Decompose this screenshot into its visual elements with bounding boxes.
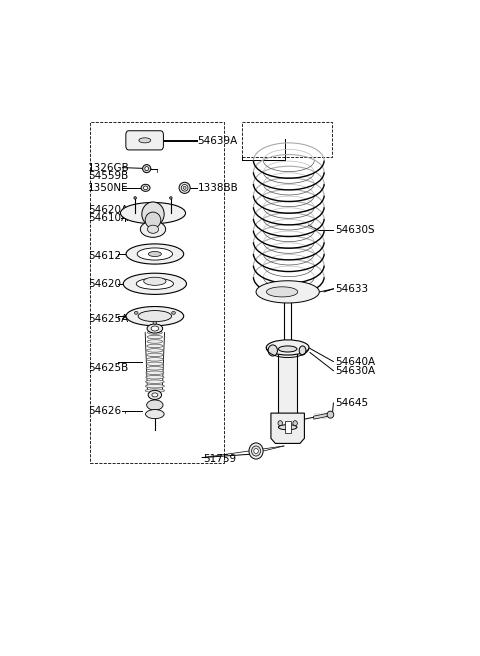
Ellipse shape <box>126 244 184 264</box>
Text: 54559B: 54559B <box>88 171 128 180</box>
Ellipse shape <box>126 306 184 326</box>
Ellipse shape <box>137 248 172 260</box>
Ellipse shape <box>145 167 148 171</box>
Ellipse shape <box>145 409 164 419</box>
Ellipse shape <box>278 420 282 426</box>
Text: 1338BB: 1338BB <box>198 183 239 193</box>
Bar <box>285 420 290 434</box>
Ellipse shape <box>147 340 163 343</box>
Ellipse shape <box>183 186 186 190</box>
Polygon shape <box>271 413 304 443</box>
Text: 54620: 54620 <box>88 279 121 289</box>
Ellipse shape <box>145 380 164 384</box>
Text: 54610A: 54610A <box>88 213 128 223</box>
Ellipse shape <box>299 346 306 355</box>
Ellipse shape <box>146 375 164 379</box>
Ellipse shape <box>147 331 162 335</box>
Ellipse shape <box>179 182 190 194</box>
Ellipse shape <box>152 393 158 397</box>
Ellipse shape <box>146 353 163 357</box>
Ellipse shape <box>120 203 186 224</box>
Ellipse shape <box>151 326 158 331</box>
Ellipse shape <box>146 367 164 370</box>
Text: 51759: 51759 <box>203 453 236 464</box>
Ellipse shape <box>140 221 166 237</box>
Ellipse shape <box>293 420 297 426</box>
Text: 54612: 54612 <box>88 251 121 260</box>
Ellipse shape <box>145 384 164 388</box>
Ellipse shape <box>136 278 173 289</box>
Text: 1350NE: 1350NE <box>88 183 129 193</box>
Ellipse shape <box>142 202 164 226</box>
Text: 54626: 54626 <box>88 406 121 416</box>
Ellipse shape <box>153 321 157 324</box>
Ellipse shape <box>146 362 164 365</box>
Ellipse shape <box>143 165 151 173</box>
Text: 1326GB: 1326GB <box>88 163 130 173</box>
Ellipse shape <box>146 371 164 375</box>
Ellipse shape <box>145 212 161 228</box>
Ellipse shape <box>268 345 277 356</box>
Ellipse shape <box>134 197 136 199</box>
Ellipse shape <box>139 138 151 143</box>
Text: 54625A: 54625A <box>88 314 128 324</box>
Polygon shape <box>256 281 319 303</box>
Ellipse shape <box>252 446 261 456</box>
Text: 54645: 54645 <box>335 398 369 408</box>
Ellipse shape <box>172 312 175 314</box>
Ellipse shape <box>134 312 138 314</box>
Ellipse shape <box>169 197 172 199</box>
Text: 54640A: 54640A <box>335 357 375 367</box>
Text: 54630A: 54630A <box>335 365 375 376</box>
Ellipse shape <box>147 400 163 410</box>
Text: 54639A: 54639A <box>198 136 238 146</box>
Ellipse shape <box>141 184 150 192</box>
Ellipse shape <box>145 389 165 392</box>
FancyBboxPatch shape <box>126 131 163 150</box>
Polygon shape <box>314 413 329 419</box>
Text: 54625B: 54625B <box>88 363 128 373</box>
Ellipse shape <box>278 346 297 352</box>
Ellipse shape <box>147 324 163 333</box>
Ellipse shape <box>147 335 162 338</box>
Ellipse shape <box>144 277 166 285</box>
Ellipse shape <box>144 186 148 190</box>
Ellipse shape <box>147 225 158 234</box>
Ellipse shape <box>147 348 163 352</box>
Ellipse shape <box>254 449 258 453</box>
Text: 54633: 54633 <box>335 284 369 294</box>
Ellipse shape <box>266 340 309 355</box>
Ellipse shape <box>147 344 163 348</box>
Ellipse shape <box>278 424 297 430</box>
Ellipse shape <box>138 310 172 321</box>
Polygon shape <box>266 287 298 297</box>
Polygon shape <box>278 349 297 427</box>
Ellipse shape <box>123 273 186 295</box>
Ellipse shape <box>146 358 163 361</box>
Text: 54620A: 54620A <box>88 205 128 215</box>
Ellipse shape <box>249 443 263 459</box>
Ellipse shape <box>327 411 334 418</box>
Ellipse shape <box>148 251 161 256</box>
Ellipse shape <box>181 184 188 191</box>
Ellipse shape <box>148 390 162 400</box>
Text: 54630S: 54630S <box>335 225 375 236</box>
